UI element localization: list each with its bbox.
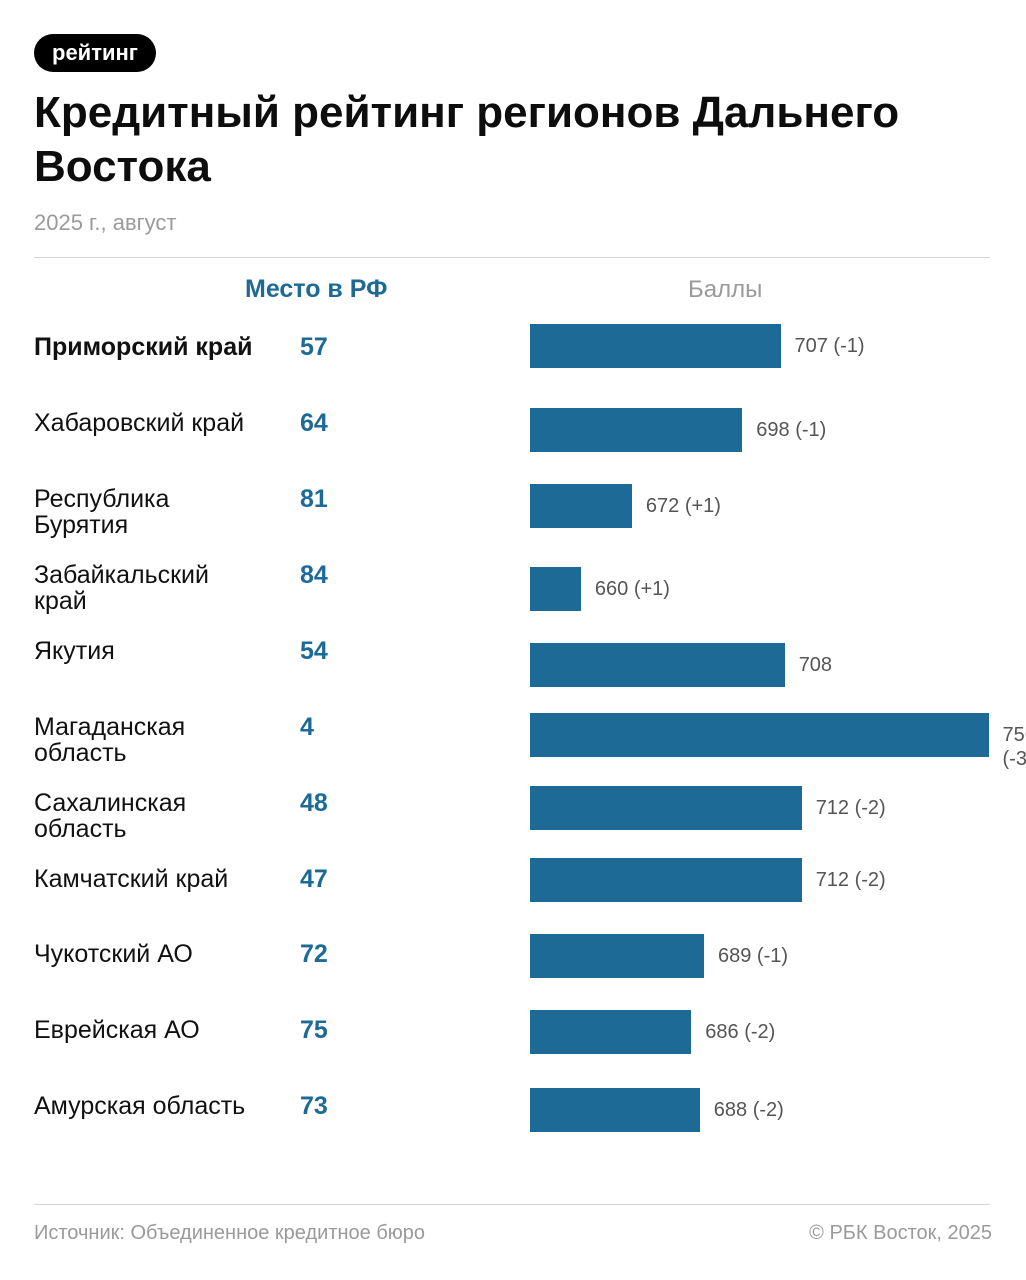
chart-title: Кредитный рейтинг регионов Дальнего Вост… — [34, 88, 900, 191]
rank-value: 84 — [300, 561, 328, 589]
region-label: Еврейская АО — [34, 1016, 200, 1044]
copyright-note: © РБК Восток, 2025 — [809, 1222, 992, 1244]
rank-value: 72 — [300, 940, 328, 968]
score-label: 689 (-1) — [718, 945, 789, 967]
region-label: Магаданская область — [34, 713, 186, 767]
score-label: 712 (-2) — [815, 797, 886, 819]
rank-column-header: Место в РФ — [245, 275, 388, 303]
score-bar — [530, 934, 704, 978]
score-bar — [530, 484, 632, 528]
rank-value: 48 — [300, 789, 328, 817]
rank-value: 4 — [300, 713, 314, 741]
rank-value: 57 — [300, 333, 328, 361]
score-bar — [530, 643, 785, 687]
category-tag: рейтинг — [34, 34, 156, 72]
score-bar — [530, 324, 781, 368]
score-bar — [530, 786, 802, 830]
score-bar — [530, 713, 989, 757]
region-label: Амурская область — [34, 1092, 246, 1120]
score-label: 707 (-1) — [794, 335, 865, 357]
score-bar — [530, 408, 743, 452]
region-label: Республика Бурятия — [34, 485, 170, 539]
region-label: Приморский край — [34, 333, 253, 361]
region-label: Хабаровский край — [34, 409, 245, 437]
rank-value: 73 — [300, 1092, 328, 1120]
rank-value: 47 — [300, 865, 328, 893]
region-label: Якутия — [34, 637, 115, 665]
region-label: Камчатский край — [34, 865, 229, 893]
score-label: 698 (-1) — [756, 419, 827, 441]
score-label: 686 (-2) — [705, 1021, 776, 1043]
score-column-header: Баллы — [688, 276, 763, 303]
rank-value: 81 — [300, 485, 328, 513]
rank-value: 75 — [300, 1016, 328, 1044]
score-bar — [530, 1010, 692, 1054]
score-label: 660 (+1) — [594, 578, 670, 600]
score-label: 708 — [798, 654, 833, 676]
score-bar — [530, 858, 802, 902]
score-bar — [530, 1088, 700, 1132]
bottom-divider — [34, 1204, 990, 1205]
score-label: 756 (-3) — [1002, 724, 1026, 770]
top-divider — [34, 257, 990, 258]
source-note: Источник: Объединенное кредитное бюро — [34, 1222, 426, 1244]
rank-value: 54 — [300, 637, 328, 665]
region-label: Забайкальский край — [34, 561, 209, 615]
score-bar — [530, 567, 581, 611]
rank-value: 64 — [300, 409, 328, 437]
score-label: 712 (-2) — [815, 869, 886, 891]
score-label: 688 (-2) — [713, 1099, 784, 1121]
region-label: Чукотский АО — [34, 940, 193, 968]
score-label: 672 (+1) — [645, 495, 721, 517]
chart-subtitle: 2025 г., август — [34, 210, 177, 235]
region-label: Сахалинская область — [34, 789, 187, 843]
